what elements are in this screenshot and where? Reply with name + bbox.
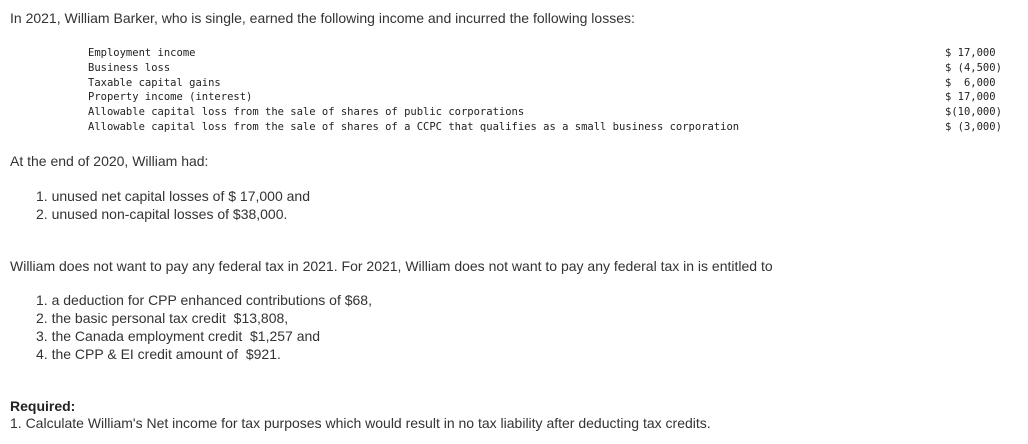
required-text: 1. Calculate William's Net income for ta… xyxy=(10,415,711,431)
income-label: Allowable capital loss from the sale of … xyxy=(88,120,740,133)
list-item: 2. unused non-capital losses of $38,000. xyxy=(36,206,288,222)
required-label: Required: xyxy=(10,398,76,414)
income-labels: Employment income Business loss Taxable ca… xyxy=(88,46,739,135)
income-value: $ 6,000 xyxy=(945,76,996,89)
end-2020-text: At the end of 2020, William had: xyxy=(10,153,209,169)
losses-list: 1. unused net capital losses of $ 17,000… xyxy=(36,187,310,223)
income-label: Property income (interest) xyxy=(88,91,253,104)
income-label: Employment income xyxy=(88,47,196,59)
list-item: 4. the CPP & EI credit amount of $921. xyxy=(36,346,281,362)
income-value: $ 17,000 xyxy=(945,91,996,104)
income-value: $ 17,000 xyxy=(945,47,996,59)
income-values: $ 17,000 $ (4,500) $ 6,000 $ 17,000 $(10,000… xyxy=(945,46,1002,135)
list-item: 2. the basic personal tax credit $13,808… xyxy=(36,310,289,326)
income-value: $(10,000) xyxy=(945,106,1002,119)
intro-text: In 2021, William Barker, who is single, … xyxy=(10,10,635,26)
list-item: 3. the Canada employment credit $1,257 a… xyxy=(36,328,321,344)
list-item: 1. unused net capital losses of $ 17,000… xyxy=(36,188,310,204)
income-label: Allowable capital loss from the sale of … xyxy=(88,106,525,119)
list-item: 1. a deduction for CPP enhanced contribu… xyxy=(36,292,372,308)
income-value: $ (3,000) xyxy=(945,120,1002,133)
credits-list: 1. a deduction for CPP enhanced contribu… xyxy=(36,291,372,363)
income-label: Business loss xyxy=(88,61,171,74)
paragraph-2: William does not want to pay any federal… xyxy=(10,258,773,274)
income-label: Taxable capital gains xyxy=(88,76,221,89)
income-value: $ (4,500) xyxy=(945,61,1002,74)
